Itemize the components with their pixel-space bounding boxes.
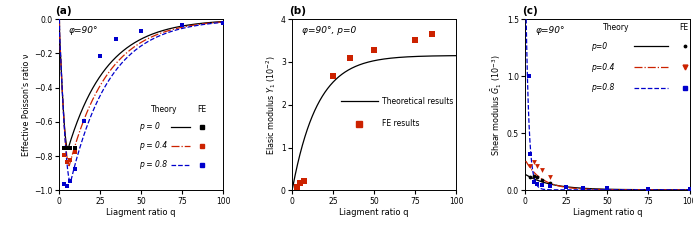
Text: FE: FE bbox=[680, 23, 689, 32]
Text: Theory: Theory bbox=[151, 105, 177, 114]
Point bbox=[62, 160, 73, 164]
Point bbox=[536, 183, 547, 187]
Point bbox=[528, 174, 539, 178]
Point bbox=[78, 119, 89, 123]
Y-axis label: Elasic modulus $Y_1$ ($10^{-2}$): Elasic modulus $Y_1$ ($10^{-2}$) bbox=[264, 55, 278, 155]
Text: (b): (b) bbox=[289, 6, 306, 16]
Point bbox=[295, 181, 306, 185]
Point bbox=[65, 179, 76, 183]
Y-axis label: Shear modulus $\bar{G}_1$ ($10^{-3}$): Shear modulus $\bar{G}_1$ ($10^{-3}$) bbox=[490, 54, 504, 155]
Text: p = 0.4: p = 0.4 bbox=[139, 141, 168, 150]
X-axis label: Liagment ratio q: Liagment ratio q bbox=[340, 208, 409, 218]
Point bbox=[58, 153, 69, 157]
Point bbox=[62, 147, 73, 150]
Point bbox=[545, 175, 556, 179]
Point bbox=[532, 164, 543, 168]
Text: Theory: Theory bbox=[602, 23, 629, 32]
X-axis label: Liagment ratio q: Liagment ratio q bbox=[106, 208, 176, 218]
Y-axis label: Effective Poisson's ratio ν: Effective Poisson's ratio ν bbox=[22, 54, 31, 156]
Point bbox=[525, 164, 536, 168]
Point bbox=[523, 74, 534, 78]
Point bbox=[328, 74, 339, 78]
Point bbox=[58, 147, 69, 150]
Point bbox=[65, 159, 76, 162]
Point bbox=[684, 188, 693, 191]
Point bbox=[298, 179, 309, 183]
Point bbox=[545, 181, 556, 185]
Text: FE results: FE results bbox=[383, 119, 420, 128]
Point bbox=[426, 33, 437, 36]
Point bbox=[70, 150, 81, 154]
Text: Theoretical results: Theoretical results bbox=[383, 97, 454, 106]
Point bbox=[536, 169, 547, 172]
Point bbox=[528, 160, 539, 164]
Point bbox=[410, 38, 421, 41]
Text: p = 0: p = 0 bbox=[139, 123, 160, 132]
Text: p = 0.8: p = 0.8 bbox=[139, 160, 168, 169]
Point bbox=[643, 187, 654, 191]
Text: φ=90°, p=0: φ=90°, p=0 bbox=[302, 26, 356, 35]
Point bbox=[62, 184, 73, 188]
Point bbox=[577, 186, 588, 190]
Point bbox=[532, 175, 543, 179]
Point bbox=[602, 186, 613, 190]
Point bbox=[65, 147, 76, 150]
X-axis label: Liagment ratio q: Liagment ratio q bbox=[572, 208, 642, 218]
Point bbox=[70, 167, 81, 171]
Text: (c): (c) bbox=[522, 6, 538, 16]
Point bbox=[111, 37, 122, 41]
Text: (a): (a) bbox=[55, 6, 72, 16]
Point bbox=[369, 48, 380, 52]
Point bbox=[536, 178, 547, 181]
Text: p=0.8: p=0.8 bbox=[591, 83, 615, 92]
Point bbox=[70, 147, 81, 150]
Text: φ=90°: φ=90° bbox=[69, 26, 98, 35]
Point bbox=[344, 57, 355, 60]
Point bbox=[545, 184, 556, 188]
Point bbox=[525, 175, 536, 179]
Point bbox=[561, 185, 572, 189]
Text: p=0.4: p=0.4 bbox=[591, 63, 615, 72]
Point bbox=[525, 152, 536, 156]
Text: φ=90°: φ=90° bbox=[535, 26, 565, 35]
Text: FE: FE bbox=[197, 105, 206, 114]
Point bbox=[218, 21, 229, 25]
Point bbox=[292, 185, 303, 189]
Point bbox=[135, 29, 146, 33]
Text: p=0: p=0 bbox=[591, 42, 607, 51]
Point bbox=[528, 180, 539, 184]
Point bbox=[94, 54, 105, 58]
Point bbox=[532, 182, 543, 186]
Point bbox=[177, 23, 188, 27]
Point bbox=[58, 183, 69, 186]
